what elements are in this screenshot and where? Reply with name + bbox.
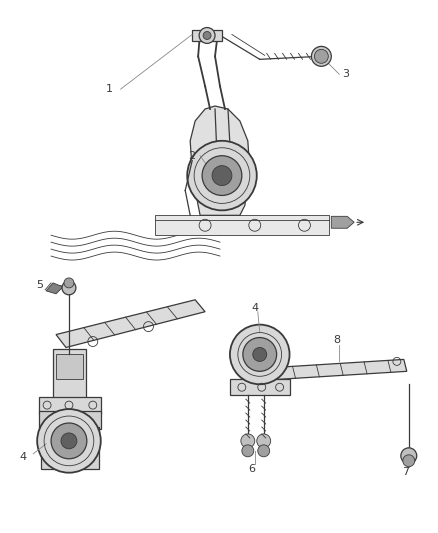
Polygon shape	[53, 350, 86, 399]
Circle shape	[243, 337, 277, 372]
Text: 3: 3	[342, 69, 349, 79]
Text: 4: 4	[19, 452, 26, 462]
Text: 4: 4	[251, 303, 258, 313]
Circle shape	[314, 50, 328, 63]
Circle shape	[403, 455, 415, 467]
Circle shape	[212, 166, 232, 185]
Text: 8: 8	[334, 335, 341, 344]
Polygon shape	[245, 359, 407, 381]
Text: 7: 7	[402, 467, 410, 477]
Circle shape	[199, 28, 215, 43]
Circle shape	[202, 156, 242, 196]
Polygon shape	[230, 379, 290, 395]
Circle shape	[187, 141, 257, 211]
Circle shape	[253, 348, 267, 361]
Polygon shape	[56, 354, 83, 379]
Circle shape	[51, 423, 87, 459]
Text: 5: 5	[36, 280, 43, 290]
Circle shape	[62, 281, 76, 295]
Circle shape	[241, 434, 255, 448]
Polygon shape	[39, 397, 101, 414]
Polygon shape	[56, 300, 205, 348]
Circle shape	[37, 409, 101, 473]
Circle shape	[64, 278, 74, 288]
Polygon shape	[39, 411, 101, 429]
Circle shape	[258, 445, 270, 457]
Circle shape	[401, 448, 417, 464]
Polygon shape	[46, 283, 63, 294]
Circle shape	[311, 46, 331, 66]
Polygon shape	[192, 29, 222, 42]
Circle shape	[242, 445, 254, 457]
Circle shape	[203, 31, 211, 39]
Polygon shape	[331, 216, 354, 228]
Polygon shape	[41, 427, 99, 469]
Text: 2: 2	[188, 151, 195, 161]
Circle shape	[230, 325, 290, 384]
Polygon shape	[155, 215, 329, 235]
Circle shape	[257, 434, 271, 448]
Circle shape	[61, 433, 77, 449]
Text: 1: 1	[106, 84, 113, 94]
Polygon shape	[190, 106, 250, 215]
Text: 6: 6	[248, 464, 255, 474]
